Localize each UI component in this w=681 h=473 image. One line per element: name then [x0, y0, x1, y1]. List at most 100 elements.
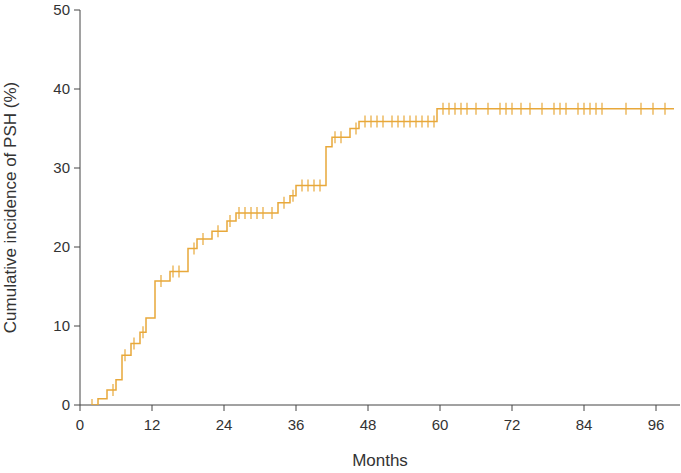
censor-mark — [193, 243, 194, 255]
censor-mark — [559, 103, 560, 115]
censor-mark — [313, 179, 314, 191]
y-tick — [74, 247, 80, 248]
plot-area — [92, 103, 674, 405]
censor-mark — [577, 103, 578, 115]
censor-mark — [256, 207, 257, 219]
y-tick-label: 50 — [53, 1, 70, 18]
censor-mark — [340, 131, 341, 143]
censor-mark — [271, 207, 272, 219]
censor-mark — [244, 207, 245, 219]
censor-mark — [640, 103, 641, 115]
x-axis-label: Months — [352, 451, 408, 470]
censor-mark — [355, 123, 356, 135]
censor-mark — [565, 103, 566, 115]
x-tick-label: 36 — [288, 416, 305, 433]
y-tick-label: 20 — [53, 238, 70, 255]
censor-mark — [499, 103, 500, 115]
censor-mark — [376, 115, 377, 127]
x-tick — [296, 405, 297, 411]
censor-mark — [652, 103, 653, 115]
y-tick — [74, 10, 80, 11]
chart: 0102030405001224364860728496MonthsCumula… — [0, 0, 681, 473]
censor-mark — [391, 115, 392, 127]
censor-mark — [427, 115, 428, 127]
censor-mark — [529, 103, 530, 115]
x-tick-label: 0 — [76, 416, 84, 433]
censor-mark — [397, 115, 398, 127]
censor-mark — [583, 103, 584, 115]
y-tick — [74, 326, 80, 327]
x-tick — [368, 405, 369, 411]
censor-mark — [664, 103, 665, 115]
x-tick — [152, 405, 153, 411]
censor-mark — [541, 103, 542, 115]
x-tick-label: 96 — [648, 416, 665, 433]
censor-mark — [520, 103, 521, 115]
y-tick — [74, 168, 80, 169]
censor-mark — [382, 115, 383, 127]
censor-mark — [370, 115, 371, 127]
censor-mark — [364, 115, 365, 127]
y-axis-label: Cumulative incidence of PSH (%) — [1, 82, 20, 333]
y-axis — [80, 10, 81, 405]
censor-mark — [466, 103, 467, 115]
censor-mark — [595, 103, 596, 115]
x-tick — [656, 405, 657, 411]
censor-mark — [172, 265, 173, 277]
y-tick — [74, 89, 80, 90]
y-tick-label: 30 — [53, 159, 70, 176]
x-axis — [80, 405, 680, 406]
x-tick — [584, 405, 585, 411]
censor-mark — [307, 179, 308, 191]
censor-mark — [553, 103, 554, 115]
censor-mark — [625, 103, 626, 115]
y-tick-label: 10 — [53, 317, 70, 334]
censor-mark — [403, 115, 404, 127]
censor-mark — [601, 103, 602, 115]
censor-mark — [91, 399, 92, 405]
x-tick — [224, 405, 225, 411]
x-tick-label: 72 — [504, 416, 521, 433]
censor-mark — [334, 131, 335, 143]
censor-mark — [112, 384, 113, 396]
y-tick — [74, 405, 80, 406]
censor-mark — [229, 215, 230, 227]
censor-mark — [589, 103, 590, 115]
censor-mark — [421, 115, 422, 127]
x-tick-label: 24 — [216, 416, 233, 433]
censor-mark — [250, 207, 251, 219]
censor-mark — [160, 275, 161, 287]
censor-mark — [448, 103, 449, 115]
censor-mark — [409, 115, 410, 127]
x-tick-label: 84 — [576, 416, 593, 433]
censor-mark — [202, 233, 203, 245]
censor-mark — [133, 337, 134, 349]
censor-mark — [301, 179, 302, 191]
censor-mark — [415, 115, 416, 127]
censor-mark — [178, 265, 179, 277]
censor-mark — [460, 103, 461, 115]
y-tick-label: 40 — [53, 80, 70, 97]
censor-mark — [475, 103, 476, 115]
censor-mark — [142, 326, 143, 338]
x-tick — [512, 405, 513, 411]
censor-mark — [454, 103, 455, 115]
censor-mark — [505, 103, 506, 115]
censor-mark — [442, 103, 443, 115]
step-line — [92, 109, 674, 405]
censor-mark — [292, 190, 293, 202]
censor-mark — [124, 349, 125, 361]
y-tick-label: 0 — [62, 396, 70, 413]
x-tick-label: 60 — [432, 416, 449, 433]
censor-mark — [217, 225, 218, 237]
censor-mark — [238, 207, 239, 219]
censor-mark — [262, 207, 263, 219]
x-tick — [80, 405, 81, 411]
censor-mark — [433, 115, 434, 127]
censor-mark — [283, 197, 284, 209]
x-tick — [440, 405, 441, 411]
censor-mark — [511, 103, 512, 115]
censor-mark — [319, 179, 320, 191]
censor-mark — [487, 103, 488, 115]
x-tick-label: 48 — [360, 416, 377, 433]
